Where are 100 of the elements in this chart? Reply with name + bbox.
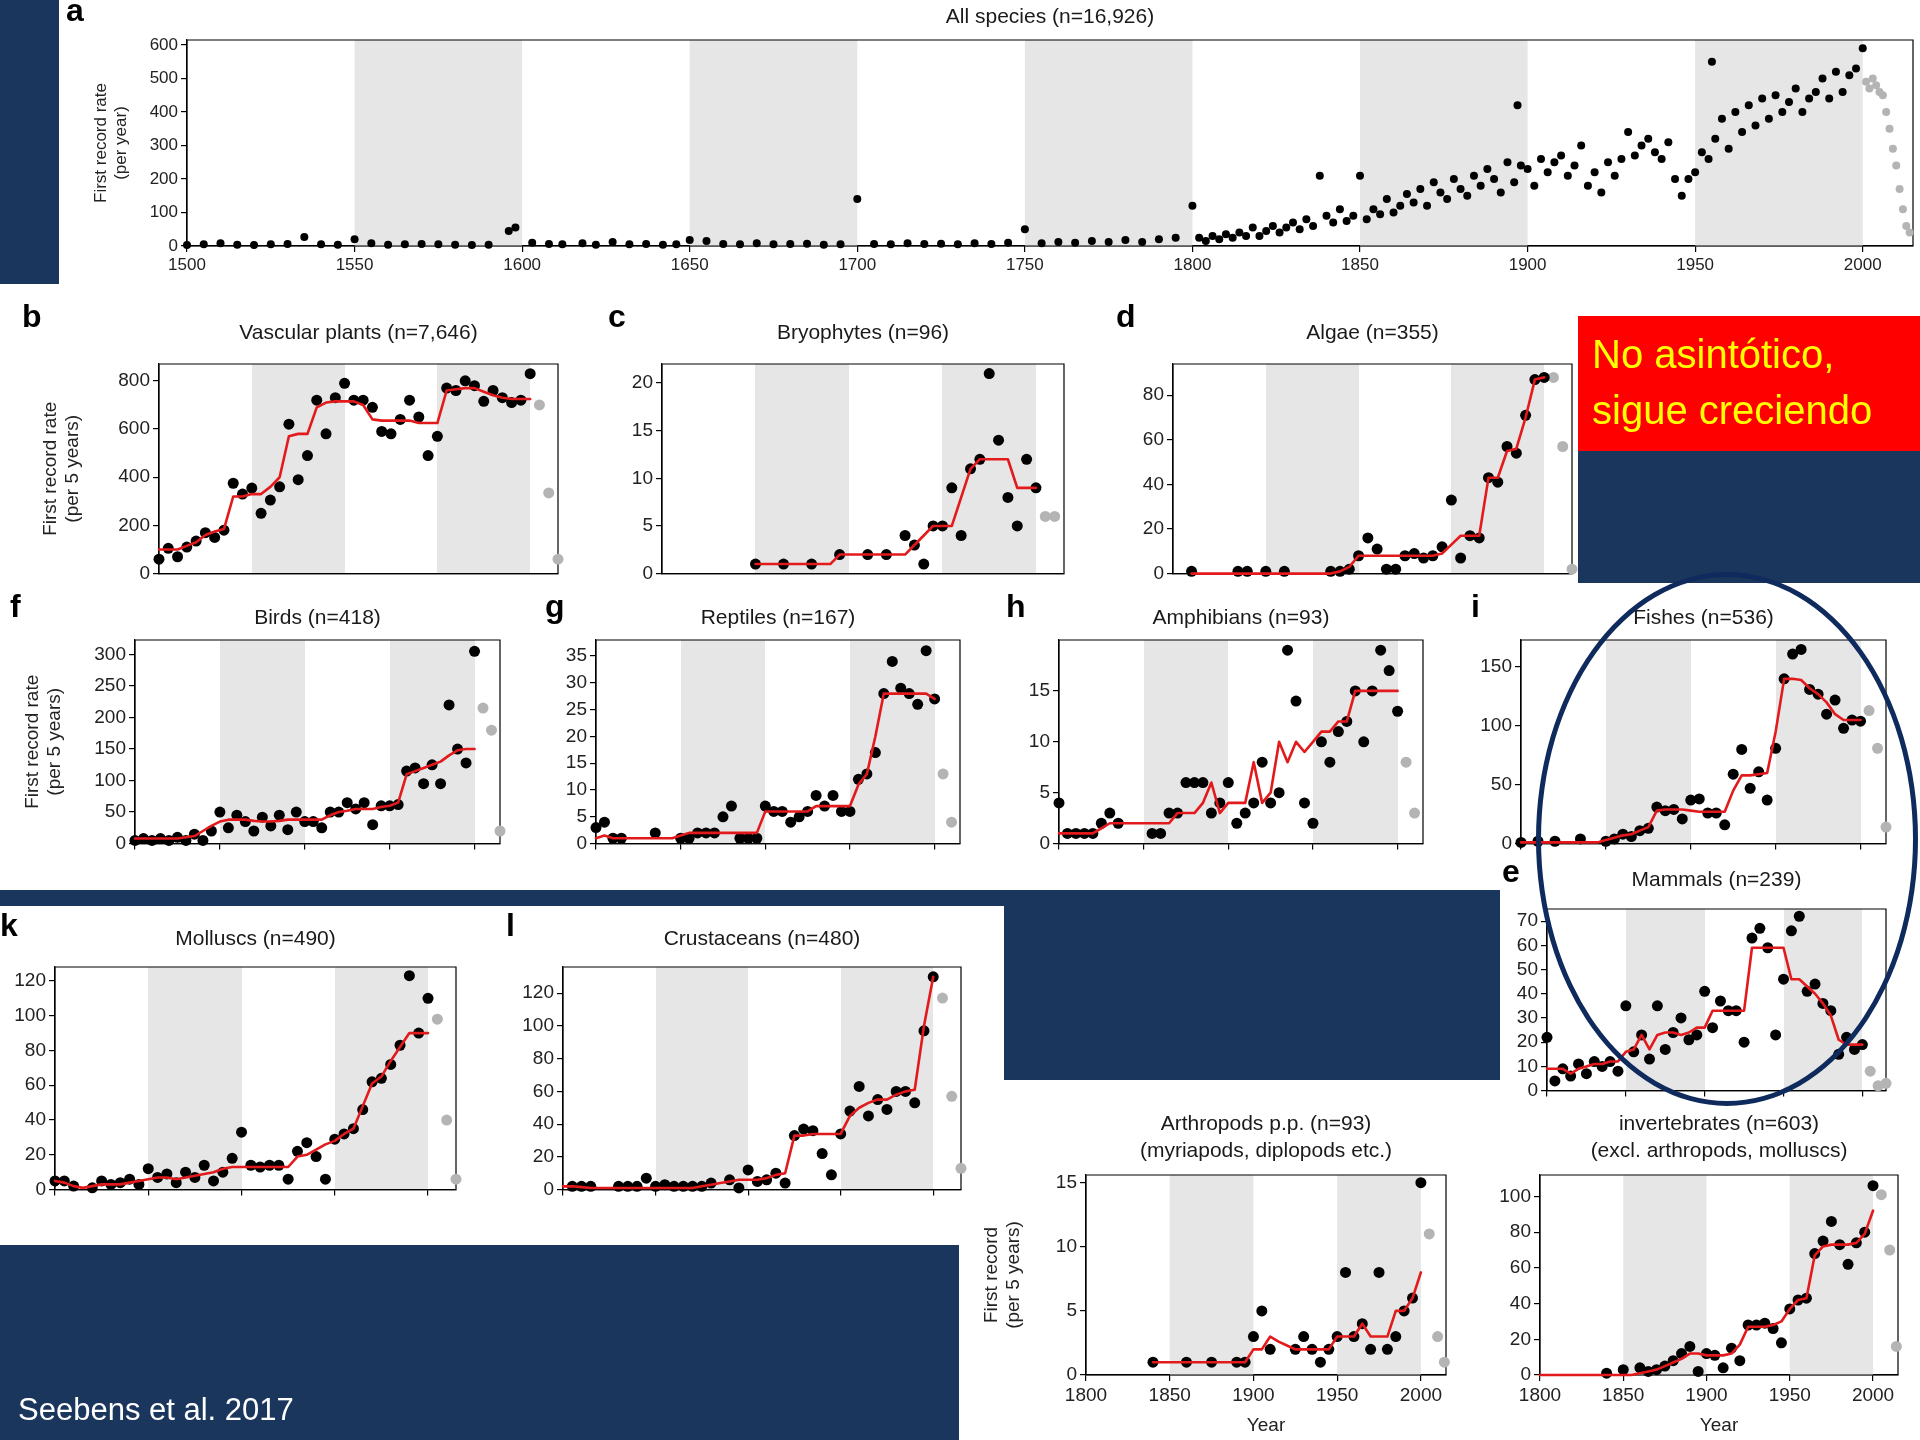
y-tick-label: 5 bbox=[576, 805, 587, 827]
y-tick-label: 0 bbox=[543, 1177, 554, 1199]
y-tick-label: 20 bbox=[631, 371, 653, 393]
text: l bbox=[506, 907, 515, 943]
y-tick-label: 60 bbox=[532, 1079, 554, 1101]
text: g bbox=[545, 588, 565, 624]
y-tick-label: 5 bbox=[1066, 1299, 1077, 1321]
x-tick-label: 1800 bbox=[1173, 254, 1212, 274]
y-tick-label: 60 bbox=[1509, 1256, 1531, 1278]
y-tick-label: 40 bbox=[1142, 472, 1164, 494]
chart-title: Bryophytes (n=96) bbox=[776, 320, 950, 343]
y-tick-label: 100 bbox=[1480, 714, 1512, 736]
x-tick-label: 1900 bbox=[1508, 254, 1547, 274]
y-tick-label: 60 bbox=[24, 1073, 46, 1095]
chart-title: Crustaceans (n=480) bbox=[662, 926, 862, 950]
y-tick-label: 80 bbox=[24, 1038, 46, 1060]
y-tick-label: 100 bbox=[149, 202, 178, 222]
y-axis-title: First record rate (per 5 years) bbox=[20, 674, 65, 809]
y-tick-label: 20 bbox=[1509, 1327, 1531, 1349]
text: d bbox=[1116, 298, 1136, 334]
chart-title: Amphibians (n=93) bbox=[1152, 605, 1330, 628]
text: i bbox=[1471, 588, 1480, 624]
text: k bbox=[0, 907, 18, 943]
y-tick-label: 200 bbox=[94, 705, 126, 727]
y-tick-label: 80 bbox=[532, 1046, 554, 1068]
x-tick-label: 1750 bbox=[1005, 254, 1044, 274]
callout-box: No asintótico, sigue creciendo bbox=[1578, 316, 1920, 451]
y-tick-label: 10 bbox=[631, 466, 653, 488]
y-tick-label: 60 bbox=[1142, 428, 1164, 450]
y-tick-label: 0 bbox=[139, 561, 150, 583]
y-tick-label: 150 bbox=[94, 737, 126, 759]
text: c bbox=[608, 298, 626, 334]
chart-title: invertebrates (n=603) bbox=[1617, 1111, 1821, 1135]
x-tick-label: 1950 bbox=[1768, 1383, 1811, 1405]
y-tick-label: 0 bbox=[168, 235, 178, 255]
y-tick-label: 0 bbox=[1501, 831, 1512, 853]
x-tick-label: 1900 bbox=[1232, 1383, 1275, 1405]
y-tick-label: 40 bbox=[1509, 1291, 1531, 1313]
y-tick-label: 40 bbox=[24, 1108, 46, 1130]
y-tick-label: 250 bbox=[94, 674, 126, 696]
chart-title: Arthropods p.p. (n=93) bbox=[1159, 1111, 1373, 1135]
x-tick-label: 1950 bbox=[1316, 1383, 1359, 1405]
x-tick-label: 1700 bbox=[838, 254, 877, 274]
y-tick-label: 30 bbox=[1516, 1006, 1538, 1028]
x-axis-title: Year bbox=[1246, 1413, 1286, 1435]
chart-title: All species (n=16,926) bbox=[944, 4, 1156, 28]
x-tick-label: 1950 bbox=[1676, 254, 1715, 274]
y-tick-label: 100 bbox=[94, 768, 126, 790]
y-tick-label: 200 bbox=[118, 513, 150, 535]
y-tick-label: 20 bbox=[532, 1145, 554, 1167]
x-tick-label: 1650 bbox=[670, 254, 709, 274]
y-tick-label: 15 bbox=[565, 751, 587, 773]
y-tick-label: 20 bbox=[1516, 1030, 1538, 1052]
text: a bbox=[66, 0, 84, 28]
x-tick-label: 1900 bbox=[1685, 1383, 1728, 1405]
y-tick-label: 5 bbox=[642, 514, 653, 536]
y-tick-label: 200 bbox=[149, 168, 178, 188]
x-tick-label: 1550 bbox=[335, 254, 374, 274]
x-tick-label: 1800 bbox=[1064, 1383, 1108, 1405]
y-tick-label: 400 bbox=[149, 101, 178, 121]
text: h bbox=[1006, 588, 1026, 624]
chart-title: Molluscs (n=490) bbox=[175, 926, 336, 949]
text: b bbox=[22, 298, 42, 334]
x-tick-label: 1600 bbox=[503, 254, 542, 274]
y-tick-label: 400 bbox=[118, 465, 150, 487]
y-tick-label: 10 bbox=[1516, 1054, 1538, 1076]
y-tick-label: 100 bbox=[522, 1014, 554, 1036]
y-tick-label: 35 bbox=[565, 644, 587, 666]
text: f bbox=[10, 588, 21, 624]
y-tick-label: 40 bbox=[1516, 981, 1538, 1003]
y-tick-label: 10 bbox=[565, 778, 587, 800]
y-tick-label: 500 bbox=[149, 68, 178, 88]
y-tick-label: 20 bbox=[1142, 517, 1164, 539]
chart-title: Birds (n=418) bbox=[253, 605, 382, 629]
y-tick-label: 80 bbox=[1142, 383, 1164, 405]
chart-title: Vascular plants (n=7,646) bbox=[238, 320, 479, 344]
y-tick-label: 300 bbox=[94, 642, 126, 664]
y-tick-label: 70 bbox=[1516, 909, 1538, 931]
y-tick-label: 0 bbox=[1520, 1363, 1531, 1385]
y-tick-label: 0 bbox=[1066, 1363, 1077, 1385]
y-tick-label: 20 bbox=[565, 724, 587, 746]
chart-subtitle: (excl. arthropods, molluscs) bbox=[1589, 1138, 1849, 1162]
y-tick-label: 0 bbox=[115, 831, 126, 853]
y-tick-label: 300 bbox=[149, 135, 178, 155]
chart-title: Algae (n=355) bbox=[1306, 320, 1439, 343]
y-tick-label: 10 bbox=[1055, 1235, 1077, 1257]
text: e bbox=[1502, 853, 1520, 889]
y-tick-label: 120 bbox=[522, 981, 554, 1003]
y-tick-label: 0 bbox=[1527, 1078, 1538, 1100]
x-axis-title: Year bbox=[1699, 1413, 1739, 1435]
y-tick-label: 0 bbox=[1039, 831, 1050, 853]
y-tick-label: 0 bbox=[642, 561, 653, 583]
x-tick-label: 1500 bbox=[168, 254, 206, 274]
y-tick-label: 25 bbox=[565, 697, 587, 719]
y-tick-label: 80 bbox=[1509, 1220, 1531, 1242]
y-tick-label: 0 bbox=[35, 1177, 46, 1199]
y-tick-label: 0 bbox=[1153, 561, 1164, 583]
x-tick-label: 1850 bbox=[1602, 1383, 1645, 1405]
y-tick-label: 100 bbox=[14, 1003, 46, 1025]
y-tick-label: 600 bbox=[118, 417, 150, 439]
